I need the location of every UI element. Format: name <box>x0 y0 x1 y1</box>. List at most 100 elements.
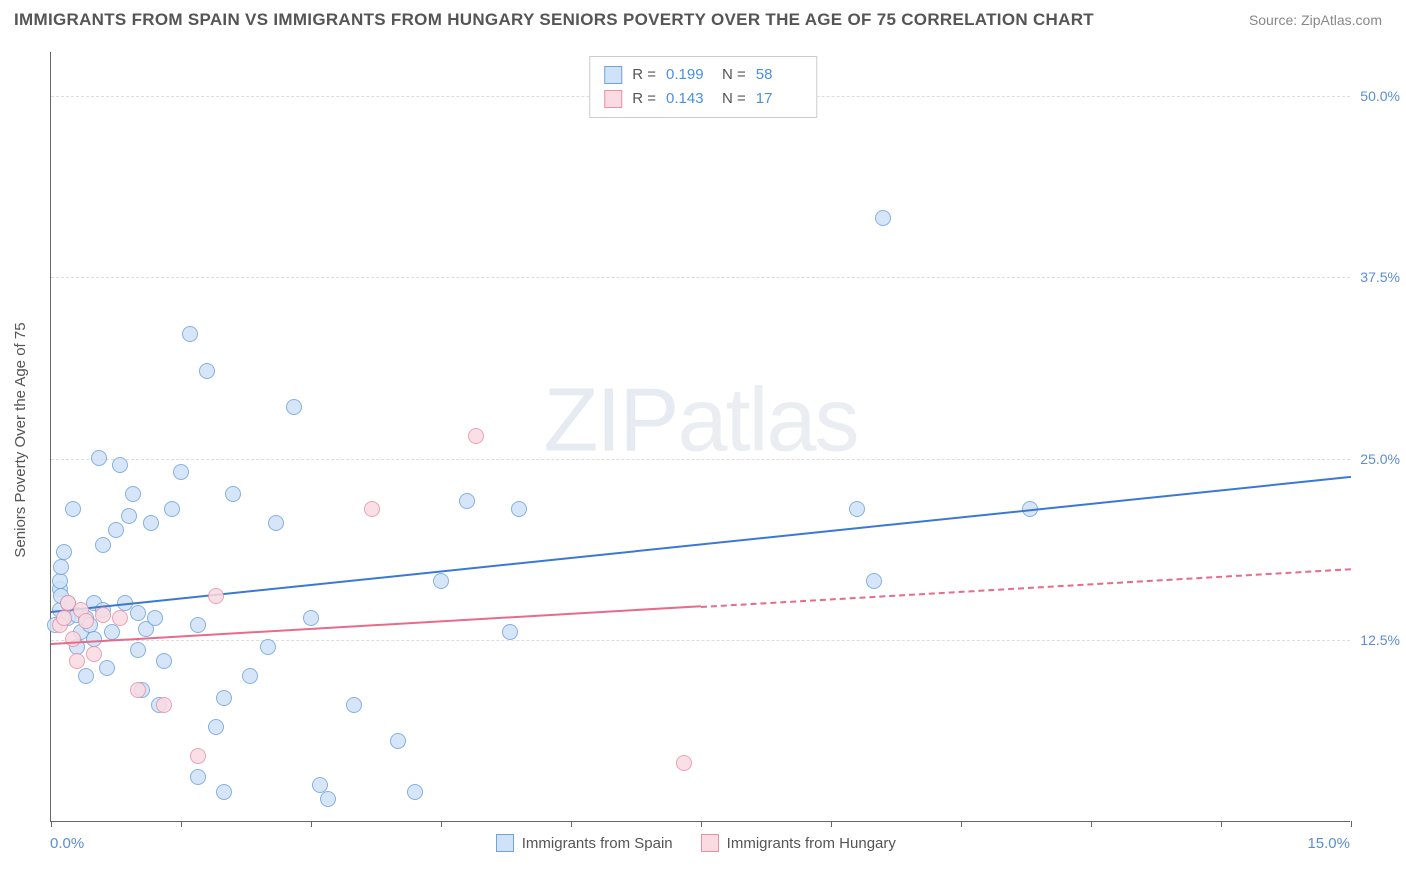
r-value: 0.143 <box>666 87 712 111</box>
x-axis-bar: 0.0% Immigrants from SpainImmigrants fro… <box>50 828 1350 858</box>
data-point <box>866 573 882 589</box>
x-tick <box>1091 821 1092 827</box>
data-point <box>511 501 527 517</box>
data-point <box>199 363 215 379</box>
data-point <box>225 486 241 502</box>
x-tick <box>1221 821 1222 827</box>
y-tick-label: 37.5% <box>1360 269 1400 285</box>
data-point <box>459 493 475 509</box>
x-axis-max-label: 15.0% <box>1307 835 1350 852</box>
x-tick <box>441 821 442 827</box>
data-point <box>286 399 302 415</box>
data-point <box>303 610 319 626</box>
data-point <box>147 610 163 626</box>
data-point <box>312 777 328 793</box>
data-point <box>156 697 172 713</box>
data-point <box>407 784 423 800</box>
data-point <box>320 791 336 807</box>
data-point <box>364 501 380 517</box>
data-point <box>468 428 484 444</box>
x-tick <box>51 821 52 827</box>
legend-item: Immigrants from Spain <box>496 834 673 852</box>
data-point <box>130 682 146 698</box>
data-point <box>78 668 94 684</box>
trend-line <box>51 476 1351 613</box>
legend-item: Immigrants from Hungary <box>701 834 896 852</box>
correlation-stats-box: R =0.199N =58R =0.143N =17 <box>589 56 817 118</box>
y-tick-label: 50.0% <box>1360 88 1400 104</box>
data-point <box>433 573 449 589</box>
series-legend: Immigrants from Spain Immigrants from Hun… <box>496 834 896 852</box>
data-point <box>190 617 206 633</box>
data-point <box>65 631 81 647</box>
y-tick-label: 25.0% <box>1360 451 1400 467</box>
n-value: 58 <box>756 63 802 87</box>
data-point <box>112 610 128 626</box>
data-point <box>260 639 276 655</box>
x-tick <box>961 821 962 827</box>
gridline <box>51 277 1350 278</box>
data-point <box>112 457 128 473</box>
data-point <box>190 748 206 764</box>
legend-label: Immigrants from Hungary <box>727 835 896 852</box>
data-point <box>216 690 232 706</box>
data-point <box>108 522 124 538</box>
data-point <box>156 653 172 669</box>
data-point <box>56 610 72 626</box>
data-point <box>242 668 258 684</box>
data-point <box>99 660 115 676</box>
n-value: 17 <box>756 87 802 111</box>
legend-swatch <box>701 834 719 852</box>
legend-label: Immigrants from Spain <box>522 835 673 852</box>
data-point <box>208 719 224 735</box>
data-point <box>53 559 69 575</box>
data-point <box>65 501 81 517</box>
y-tick-label: 12.5% <box>1360 632 1400 648</box>
data-point <box>676 755 692 771</box>
data-point <box>173 464 189 480</box>
y-axis-label: Seniors Poverty Over the Age of 75 <box>12 322 29 557</box>
data-point <box>208 588 224 604</box>
data-point <box>121 508 137 524</box>
trend-line <box>701 568 1351 608</box>
series-swatch <box>604 90 622 108</box>
data-point <box>130 642 146 658</box>
data-point <box>143 515 159 531</box>
stat-row: R =0.199N =58 <box>604 63 802 87</box>
x-axis-min-label: 0.0% <box>50 835 84 852</box>
stat-row: R =0.143N =17 <box>604 87 802 111</box>
data-point <box>69 653 85 669</box>
data-point <box>78 613 94 629</box>
watermark: ZIPatlas <box>543 370 857 473</box>
data-point <box>216 784 232 800</box>
data-point <box>346 697 362 713</box>
x-tick <box>571 821 572 827</box>
data-point <box>190 769 206 785</box>
series-swatch <box>604 66 622 84</box>
data-point <box>130 605 146 621</box>
data-point <box>164 501 180 517</box>
data-point <box>91 450 107 466</box>
data-point <box>849 501 865 517</box>
r-value: 0.199 <box>666 63 712 87</box>
data-point <box>104 624 120 640</box>
x-tick <box>831 821 832 827</box>
x-tick <box>311 821 312 827</box>
gridline <box>51 640 1350 641</box>
data-point <box>125 486 141 502</box>
data-point <box>390 733 406 749</box>
gridline <box>51 459 1350 460</box>
data-point <box>875 210 891 226</box>
scatter-chart: ZIPatlas 12.5%25.0%37.5%50.0% <box>50 52 1350 822</box>
data-point <box>86 646 102 662</box>
x-tick <box>1351 821 1352 827</box>
legend-swatch <box>496 834 514 852</box>
x-tick <box>181 821 182 827</box>
page-title: IMMIGRANTS FROM SPAIN VS IMMIGRANTS FROM… <box>14 10 1094 30</box>
source-attribution: Source: ZipAtlas.com <box>1249 12 1382 28</box>
data-point <box>95 607 111 623</box>
data-point <box>268 515 284 531</box>
x-tick <box>701 821 702 827</box>
data-point <box>95 537 111 553</box>
data-point <box>56 544 72 560</box>
